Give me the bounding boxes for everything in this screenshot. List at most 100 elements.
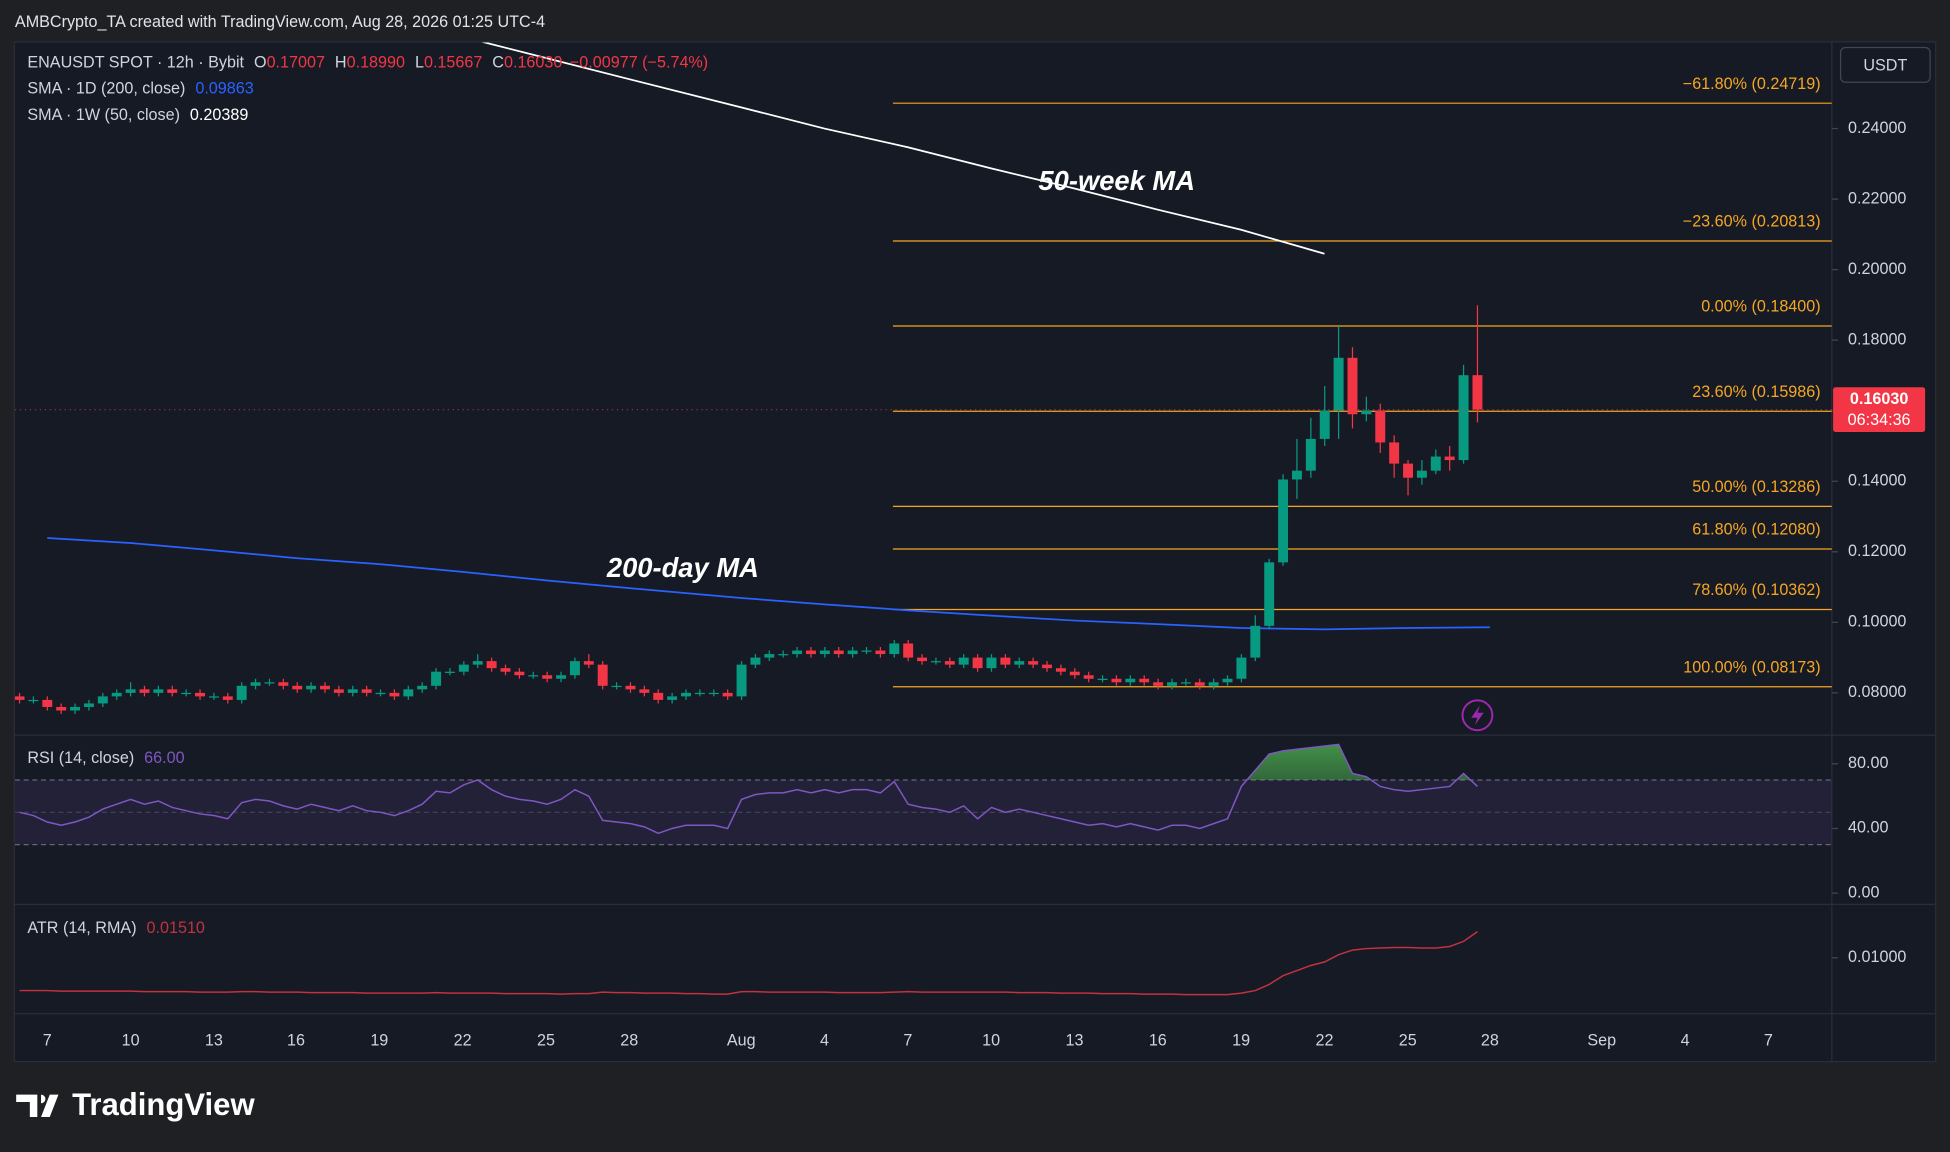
fib-level-label: −23.60% (0.20813) <box>1683 213 1821 231</box>
quote-value: 0.18990 <box>347 54 405 72</box>
candle-body <box>292 685 303 690</box>
candle-body <box>861 650 872 652</box>
quote-value: 0.16030 <box>504 54 562 72</box>
indicator-line <box>19 931 1478 996</box>
candle-body <box>1069 671 1080 676</box>
candle-body <box>958 657 969 665</box>
candle-body <box>1236 657 1247 679</box>
candle-body <box>930 661 941 663</box>
x-tick-label: 25 <box>537 1031 555 1049</box>
indicator-name: SMA · 1D (200, close) <box>27 80 185 98</box>
fib-level-label: 23.60% (0.15986) <box>1692 383 1820 401</box>
candle-body <box>486 661 497 669</box>
candle-body <box>569 661 580 676</box>
currency-button[interactable] <box>1839 46 1931 83</box>
indicator-value: 66.00 <box>144 749 184 767</box>
candle-body <box>1055 668 1066 672</box>
chart-frame <box>13 41 1937 1063</box>
candle-body <box>28 699 39 702</box>
candle-body <box>1458 375 1469 461</box>
candle-body <box>1361 410 1372 415</box>
x-tick-label: 7 <box>903 1031 912 1049</box>
candle-body <box>70 706 81 711</box>
x-tick-label: 13 <box>205 1031 223 1049</box>
x-tick-label: 16 <box>1149 1031 1167 1049</box>
x-tick-label: 22 <box>454 1031 472 1049</box>
candle-body <box>764 654 775 658</box>
quote-value: 0.17007 <box>267 54 325 72</box>
candle-body <box>472 661 483 665</box>
currency-label[interactable]: USDT <box>1863 56 1907 74</box>
candle-body <box>708 692 719 695</box>
legend-row: ATR (14, RMA) 0.01510 <box>27 919 205 937</box>
candle-body <box>125 689 136 693</box>
candle-body <box>819 650 830 655</box>
candle-body <box>889 643 900 655</box>
x-tick-label: 25 <box>1399 1031 1417 1049</box>
quote-value: 0.15667 <box>424 54 482 72</box>
candle-body <box>320 685 330 690</box>
header-text: AMBCrypto_TA created with TradingView.co… <box>15 13 545 31</box>
indicator-pane <box>19 931 1478 996</box>
candle-body <box>375 692 386 695</box>
candle-body <box>1180 682 1191 684</box>
y-tick-label: 0.08000 <box>1848 683 1906 701</box>
candle-body <box>333 689 344 693</box>
candle-body <box>417 685 428 690</box>
x-tick-label: 19 <box>1232 1031 1250 1049</box>
candle-body <box>1444 456 1455 461</box>
candle-body <box>514 671 525 676</box>
indicator-value: 0.01510 <box>147 919 205 937</box>
candle-body <box>556 675 567 679</box>
fib-level-label: 100.00% (0.08173) <box>1683 658 1820 676</box>
fib-level-label: 78.60% (0.10362) <box>1692 581 1820 599</box>
y-tick-label: 0.18000 <box>1848 330 1906 348</box>
candle-body <box>736 664 747 697</box>
candle-body <box>1097 678 1108 680</box>
brand-logo <box>16 1094 59 1117</box>
candle-body <box>1250 625 1261 658</box>
candle-body <box>778 654 789 656</box>
y-tick-label: 0.24000 <box>1848 119 1906 137</box>
candle-body <box>1430 456 1441 471</box>
quote-key: L <box>415 54 424 72</box>
x-tick-label: 13 <box>1065 1031 1083 1049</box>
quote-key: H <box>335 54 347 72</box>
candle-body <box>847 650 858 655</box>
y-tick-label: 80.00 <box>1848 754 1888 772</box>
candle-body <box>1389 442 1400 464</box>
alert-icon[interactable] <box>1461 699 1494 732</box>
candle-body <box>250 682 261 686</box>
x-tick-label: 7 <box>1764 1031 1773 1049</box>
candle-body <box>1222 678 1233 683</box>
x-tick-label: 16 <box>287 1031 305 1049</box>
x-tick-label: 4 <box>1681 1031 1690 1049</box>
x-tick-label: Sep <box>1587 1031 1616 1049</box>
candle-body <box>195 692 206 697</box>
fib-level-label: 61.80% (0.12080) <box>1692 521 1820 539</box>
y-tick-label: 0.01000 <box>1848 948 1906 966</box>
candle-body <box>264 682 275 684</box>
candle-body <box>153 689 164 693</box>
candle-body <box>611 685 622 688</box>
candle-body <box>111 692 122 697</box>
candle-body <box>1403 463 1414 478</box>
legend-row: RSI (14, close) 66.00 <box>27 749 184 767</box>
legend-row: SMA · 1D (200, close) 0.09863 <box>27 80 253 98</box>
candle-body <box>236 685 247 700</box>
candle-body <box>1153 682 1164 686</box>
candle-body <box>972 657 983 669</box>
indicator-pane <box>14 743 1832 846</box>
candle-body <box>1333 357 1344 411</box>
candle-body <box>1167 682 1177 686</box>
y-tick-label: 0.00 <box>1848 883 1879 901</box>
candle-body <box>597 664 608 686</box>
candle-body <box>1014 661 1025 665</box>
x-tick-label: 22 <box>1315 1031 1333 1049</box>
indicator-name: ATR (14, RMA) <box>27 919 136 937</box>
candle-body <box>875 650 886 655</box>
main-pane <box>14 42 1832 715</box>
brand-text: TradingView <box>72 1087 255 1122</box>
candle-body <box>181 692 192 695</box>
